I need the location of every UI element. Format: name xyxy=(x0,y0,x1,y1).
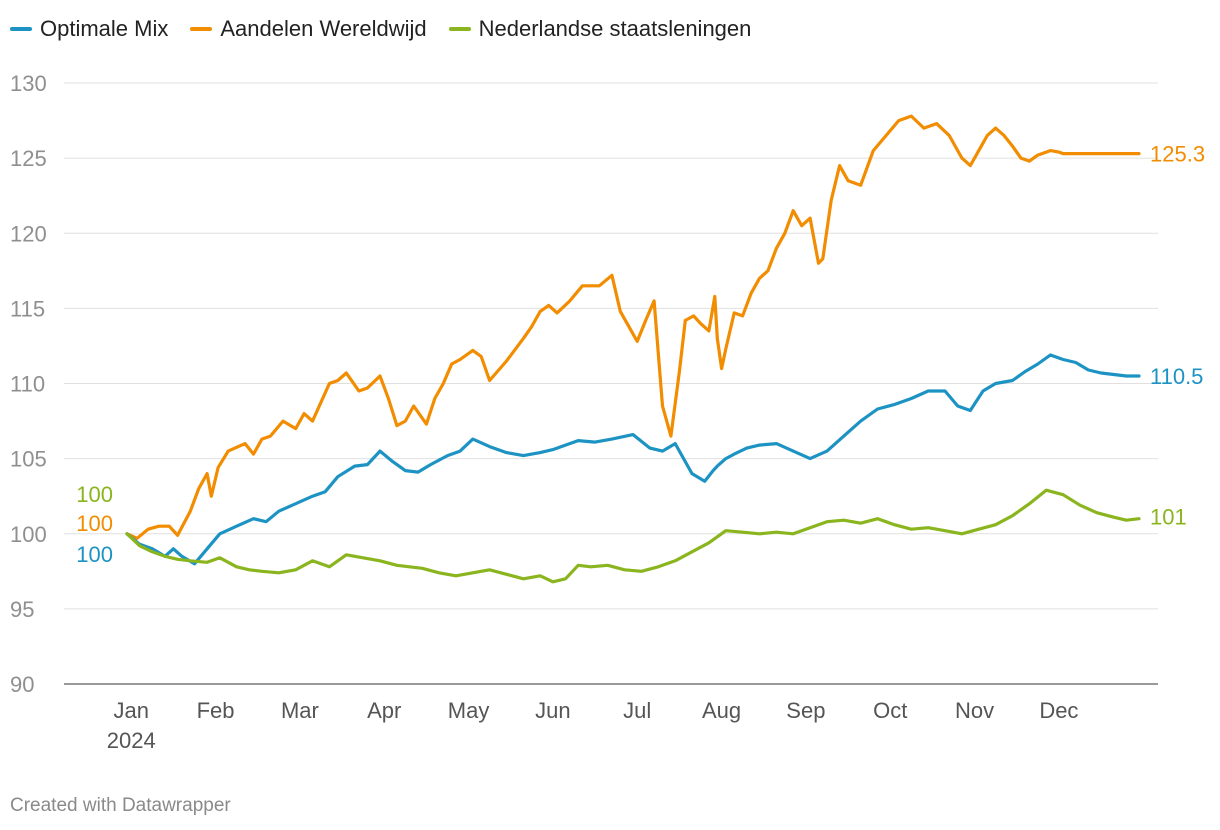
y-axis-ticks: 90 95 100 105 110 115 120 125 130 xyxy=(10,71,47,697)
legend-label-optimale-mix: Optimale Mix xyxy=(40,16,169,41)
end-label-aandelen-wereldwijd: 125.3 xyxy=(1150,142,1205,167)
start-label-optimale-mix: 100 xyxy=(76,542,113,567)
footer-credit: Created with Datawrapper xyxy=(10,795,231,816)
legend-label-staatsleningen: Nederlandse staatsleningen xyxy=(478,16,752,41)
series-line-optimale-mix xyxy=(125,353,1141,566)
x-tick-label: May xyxy=(448,698,490,723)
y-tick-label: 100 xyxy=(10,522,47,547)
y-tick-label: 105 xyxy=(10,447,47,472)
y-tick-label: 120 xyxy=(10,221,47,246)
y-tick-label: 110 xyxy=(10,372,45,397)
x-tick-year: 2024 xyxy=(107,728,156,753)
y-tick-label: 115 xyxy=(10,296,45,321)
x-tick-label: Apr xyxy=(367,698,401,723)
end-label-nederlandse-staatsleningen: 101 xyxy=(1150,505,1187,530)
x-tick-label: Aug xyxy=(702,698,741,723)
y-tick-label: 125 xyxy=(10,146,47,171)
y-tick-label: 90 xyxy=(10,672,34,697)
x-tick-label: Jul xyxy=(623,698,651,723)
x-tick-label: Jun xyxy=(535,698,570,723)
y-tick-label: 130 xyxy=(10,71,47,96)
legend-swatch-optimale-mix xyxy=(10,27,32,31)
legend: Optimale Mix Aandelen Wereldwijd Nederla… xyxy=(10,16,751,42)
y-tick-label: 95 xyxy=(10,597,34,622)
start-label-nederlandse-staatsleningen: 100 xyxy=(76,482,113,507)
legend-swatch-staatsleningen xyxy=(448,27,471,31)
gridlines xyxy=(64,82,1158,685)
x-tick-label: Oct xyxy=(873,698,907,723)
x-tick-label: Jan xyxy=(113,698,148,723)
series-line-nederlandse-staatsleningen xyxy=(125,488,1141,584)
series-labels: 125.3 100 110.5 100 101 100 xyxy=(76,142,1205,567)
series-line-aandelen-wereldwijd xyxy=(125,114,1141,540)
series-lines xyxy=(125,114,1141,584)
legend-swatch-aandelen-wereldwijd xyxy=(190,27,213,31)
legend-label-aandelen-wereldwijd: Aandelen Wereldwijd xyxy=(220,16,427,41)
legend-item-staatsleningen: Nederlandse staatsleningen xyxy=(448,16,752,42)
x-tick-label: Nov xyxy=(955,698,994,723)
legend-item-optimale-mix: Optimale Mix xyxy=(10,16,168,42)
end-label-optimale-mix: 110.5 xyxy=(1150,364,1203,389)
x-tick-label: Sep xyxy=(786,698,825,723)
x-tick-label: Feb xyxy=(197,698,235,723)
x-axis-ticks: Jan Feb Mar Apr May Jun Jul Aug Sep Oct Nov Dec 2024 xyxy=(107,698,1079,753)
x-tick-label: Mar xyxy=(281,698,319,723)
line-chart: 90 95 100 105 110 115 120 125 130 Jan Feb Mar Apr Ma… xyxy=(10,71,1205,753)
legend-item-aandelen-wereldwijd: Aandelen Wereldwijd xyxy=(190,16,427,42)
x-tick-label: Dec xyxy=(1039,698,1078,723)
start-label-aandelen-wereldwijd: 100 xyxy=(76,511,113,536)
